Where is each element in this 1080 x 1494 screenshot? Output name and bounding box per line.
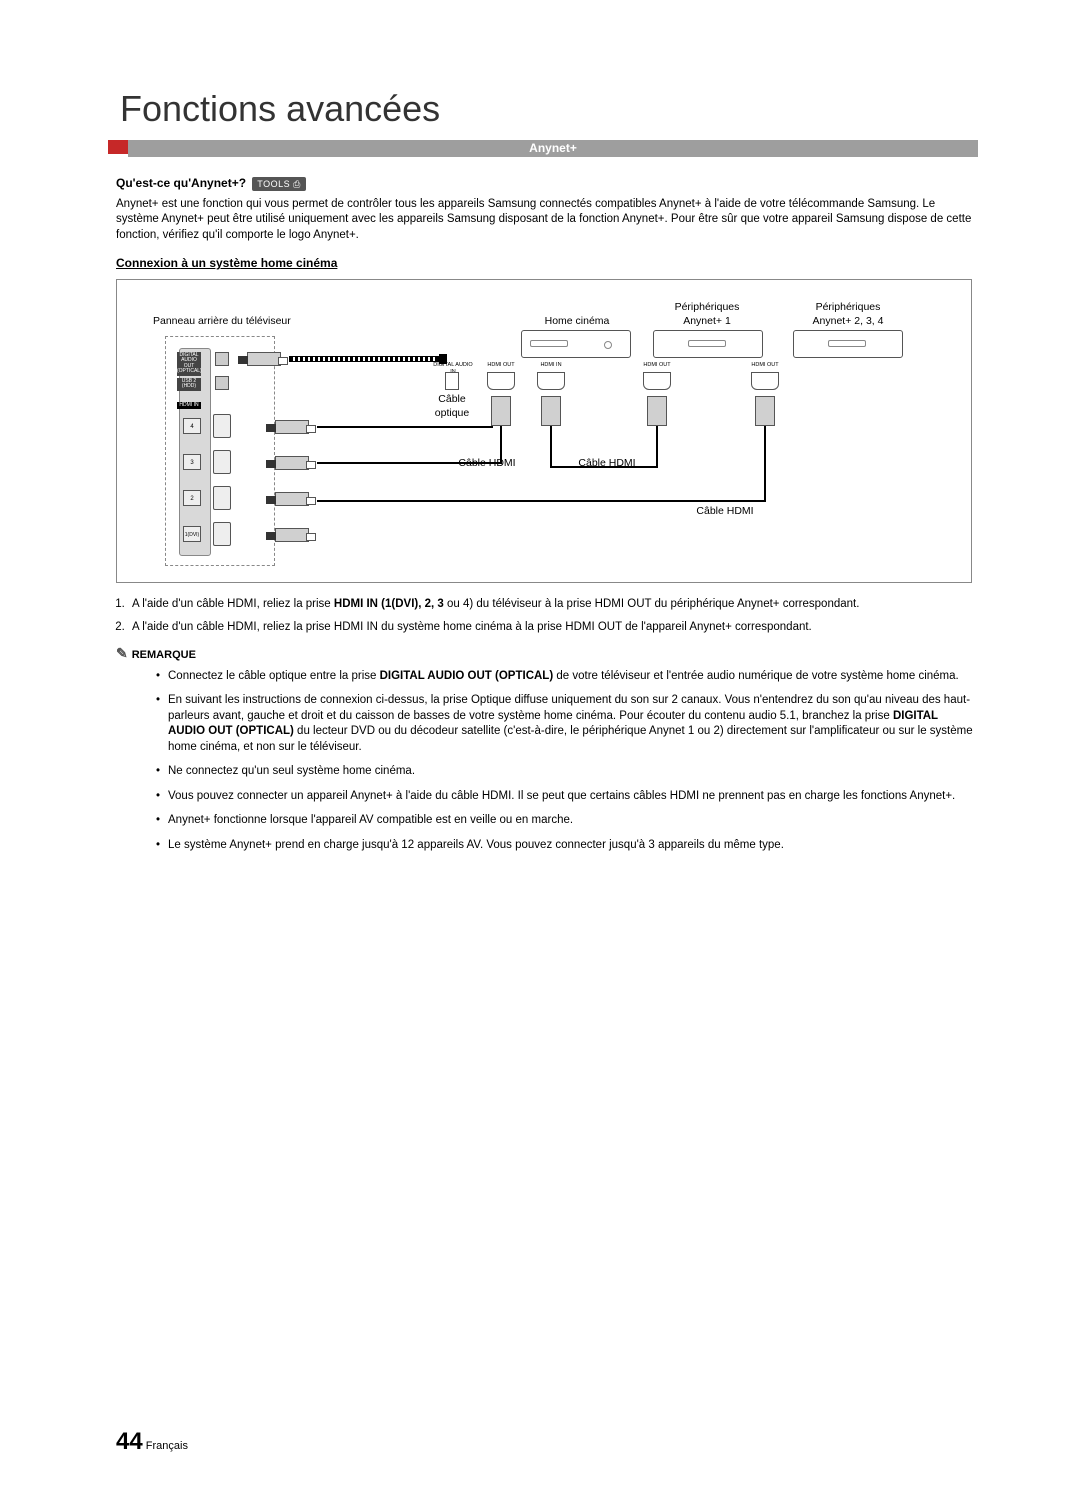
hdmi-cable-label-1: Câble HDMI	[447, 456, 527, 470]
hdmi-vplug-hc-out	[491, 396, 511, 426]
wire-d1-hc-v1	[550, 426, 552, 466]
hdmi-vplug-d1	[647, 396, 667, 426]
sock-hdmi-out-hc	[487, 372, 515, 390]
red-accent	[108, 140, 128, 154]
sock-hdmi-in-hc-label: HDMI IN	[531, 362, 571, 369]
heading-connection: Connexion à un système home cinéma	[116, 255, 337, 271]
port-hdmi-in-label: HDMI IN	[177, 402, 201, 410]
note-1-bold: DIGITAL AUDIO OUT (OPTICAL)	[380, 670, 554, 682]
hdmi-plug-3	[275, 456, 309, 470]
page-number: 44	[116, 1428, 143, 1455]
optical-plug-tv	[247, 352, 281, 366]
step-2-text: A l'aide d'un câble HDMI, reliez la pris…	[132, 621, 812, 633]
note-2: En suivant les instructions de connexion…	[156, 693, 976, 755]
hdmi-plug-1	[275, 528, 309, 542]
optical-cable-wire	[289, 356, 439, 362]
note-4: Vous pouvez connecter un appareil Anynet…	[156, 789, 976, 805]
page-footer: 44 Français	[116, 1428, 188, 1456]
hdmi-port-2	[213, 486, 231, 510]
wire-d2-tv-h	[317, 500, 766, 502]
note-1-pre: Connectez le câble optique entre la pris…	[168, 670, 380, 682]
step-2: A l'aide d'un câble HDMI, reliez la pris…	[128, 620, 976, 636]
hdmi-plug-2	[275, 492, 309, 506]
sock-hdmi-out-d1-label: HDMI OUT	[637, 362, 677, 369]
hdmi-vplug-d2	[755, 396, 775, 426]
hdmi-num-1: 1(DVI)	[183, 526, 201, 542]
tools-badge: TOOLS ⎙	[252, 177, 306, 191]
connection-diagram: Panneau arrière du téléviseur DIGITAL AU…	[116, 279, 972, 583]
intro-paragraph: Anynet+ est une fonction qui vous permet…	[116, 197, 976, 244]
port-usb-label: USB 2 (HDD)	[177, 378, 201, 391]
optical-cable-label: Câble optique	[417, 392, 487, 420]
hdmi-plug-4	[275, 420, 309, 434]
content-area: Qu'est-ce qu'Anynet+? TOOLS ⎙ Anynet+ es…	[116, 175, 976, 862]
hdmi-num-2: 2	[183, 490, 201, 506]
tv-panel-label: Panneau arrière du téléviseur	[153, 314, 303, 328]
note-3-text: Ne connectez qu'un seul système home cin…	[168, 765, 415, 777]
footer-language: Français	[146, 1440, 188, 1452]
step-1-text: A l'aide d'un câble HDMI, reliez la pris…	[132, 598, 859, 610]
hdmi-num-4: 4	[183, 418, 201, 434]
hdmi-vplug-hc-in	[541, 396, 561, 426]
steps-list: A l'aide d'un câble HDMI, reliez la pris…	[128, 597, 976, 636]
devices1-label: Périphériques Anynet+ 1	[657, 300, 757, 328]
wire-extra-h	[317, 426, 493, 428]
anynet-device-1	[653, 330, 763, 358]
step-1: A l'aide d'un câble HDMI, reliez la pris…	[128, 597, 976, 613]
note-6-text: Le système Anynet+ prend en charge jusqu…	[168, 839, 784, 851]
note-4-text: Vous pouvez connecter un appareil Anynet…	[168, 790, 955, 802]
step-1-bold: HDMI IN (1(DVI), 2, 3	[334, 598, 444, 610]
remarque-heading: REMARQUE	[116, 644, 976, 663]
note-3: Ne connectez qu'un seul système home cin…	[156, 764, 976, 780]
port-digital-audio-label: DIGITAL AUDIO OUT (OPTICAL)	[177, 352, 201, 376]
port-usb	[215, 376, 229, 390]
tools-badge-label: TOOLS	[257, 179, 290, 189]
sock-digital-in	[445, 372, 459, 390]
heading-what-is-anynet: Qu'est-ce qu'Anynet+?	[116, 175, 246, 191]
anynet-device-234	[793, 330, 903, 358]
sock-hdmi-out-d1	[643, 372, 671, 390]
hdmi-num-3: 3	[183, 454, 201, 470]
note-1-post: de votre téléviseur et l'entrée audio nu…	[553, 670, 959, 682]
step-1-post: ou 4) du téléviseur à la prise HDMI OUT …	[444, 598, 860, 610]
devices234-label: Périphériques Anynet+ 2, 3, 4	[793, 300, 903, 328]
sock-hdmi-out-d2-label: HDMI OUT	[745, 362, 785, 369]
note-2-pre: En suivant les instructions de connexion…	[168, 694, 970, 722]
home-cinema-label: Home cinéma	[527, 314, 627, 328]
step-1-pre: A l'aide d'un câble HDMI, reliez la pris…	[132, 598, 334, 610]
hdmi-port-3	[213, 450, 231, 474]
sock-hdmi-in-hc	[537, 372, 565, 390]
hdmi-port-4	[213, 414, 231, 438]
note-1: Connectez le câble optique entre la pris…	[156, 669, 976, 685]
hdmi-cable-label-2: Câble HDMI	[567, 456, 647, 470]
sock-hdmi-out-hc-label: HDMI OUT	[481, 362, 521, 369]
hdmi-cable-label-3: Câble HDMI	[685, 504, 765, 518]
wire-d2-tv-v	[764, 426, 766, 502]
note-6: Le système Anynet+ prend en charge jusqu…	[156, 838, 976, 854]
page-title: Fonctions avancées	[120, 88, 440, 130]
wire-d1-hc-v2	[656, 426, 658, 468]
port-digital-audio	[215, 352, 229, 366]
note-5-text: Anynet+ fonctionne lorsque l'appareil AV…	[168, 814, 573, 826]
hdmi-port-1	[213, 522, 231, 546]
section-band: Anynet+	[128, 140, 978, 157]
notes-list: Connectez le câble optique entre la pris…	[156, 669, 976, 854]
sock-hdmi-out-d2	[751, 372, 779, 390]
home-cinema-device	[521, 330, 631, 358]
note-5: Anynet+ fonctionne lorsque l'appareil AV…	[156, 813, 976, 829]
